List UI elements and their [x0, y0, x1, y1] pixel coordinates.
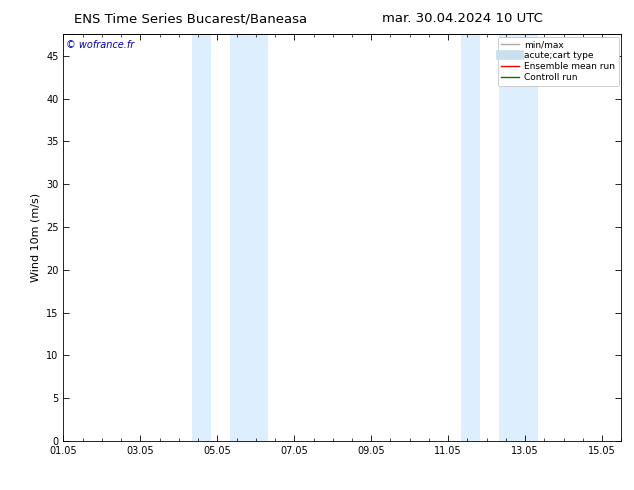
Text: mar. 30.04.2024 10 UTC: mar. 30.04.2024 10 UTC	[382, 12, 543, 25]
Bar	[500, 34, 538, 441]
Text: © wofrance.fr: © wofrance.fr	[66, 40, 134, 50]
Bar	[461, 34, 480, 441]
Y-axis label: Wind 10m (m/s): Wind 10m (m/s)	[30, 193, 41, 282]
Legend: min/max, acute;cart type, Ensemble mean run, Controll run: min/max, acute;cart type, Ensemble mean …	[498, 37, 619, 86]
Text: ENS Time Series Bucarest/Baneasa: ENS Time Series Bucarest/Baneasa	[74, 12, 307, 25]
Bar	[230, 34, 268, 441]
Bar	[191, 34, 210, 441]
